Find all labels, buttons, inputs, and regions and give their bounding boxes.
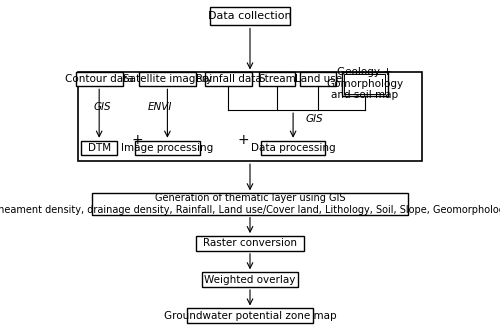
Text: Rainfall data: Rainfall data [196,74,262,84]
FancyBboxPatch shape [300,71,336,86]
Text: Groundwater potential zone map: Groundwater potential zone map [164,311,336,321]
FancyBboxPatch shape [92,193,408,215]
FancyBboxPatch shape [261,140,326,155]
Text: Weighted overlay: Weighted overlay [204,275,296,285]
FancyBboxPatch shape [342,72,388,96]
FancyBboxPatch shape [138,71,196,86]
Text: +: + [131,134,142,147]
Text: Land use: Land use [294,74,342,84]
FancyBboxPatch shape [81,140,117,155]
FancyBboxPatch shape [344,74,386,93]
FancyBboxPatch shape [202,272,298,287]
FancyBboxPatch shape [259,71,295,86]
FancyBboxPatch shape [196,236,304,251]
FancyBboxPatch shape [205,71,252,86]
Text: +: + [237,134,248,147]
Text: Data processing: Data processing [251,143,336,153]
Text: Contour data: Contour data [65,74,134,84]
Text: Data collection: Data collection [208,12,292,21]
Text: Geology +
Gomorphology
and soil map: Geology + Gomorphology and soil map [326,67,404,100]
Text: ENVI: ENVI [148,102,172,112]
FancyBboxPatch shape [76,71,122,86]
Text: Satellite imagery: Satellite imagery [123,74,212,84]
Text: Stream: Stream [258,74,296,84]
FancyBboxPatch shape [135,140,200,155]
Text: GIS: GIS [306,114,324,124]
FancyBboxPatch shape [187,309,313,323]
Text: Generation of thematic layer using GIS
(Lineament density, drainage density, Rai: Generation of thematic layer using GIS (… [0,193,500,215]
Text: GIS: GIS [94,102,112,112]
FancyBboxPatch shape [210,7,290,26]
FancyBboxPatch shape [78,72,422,161]
Text: Raster conversion: Raster conversion [203,239,297,248]
Text: DTM: DTM [88,143,110,153]
Text: Image processing: Image processing [122,143,214,153]
